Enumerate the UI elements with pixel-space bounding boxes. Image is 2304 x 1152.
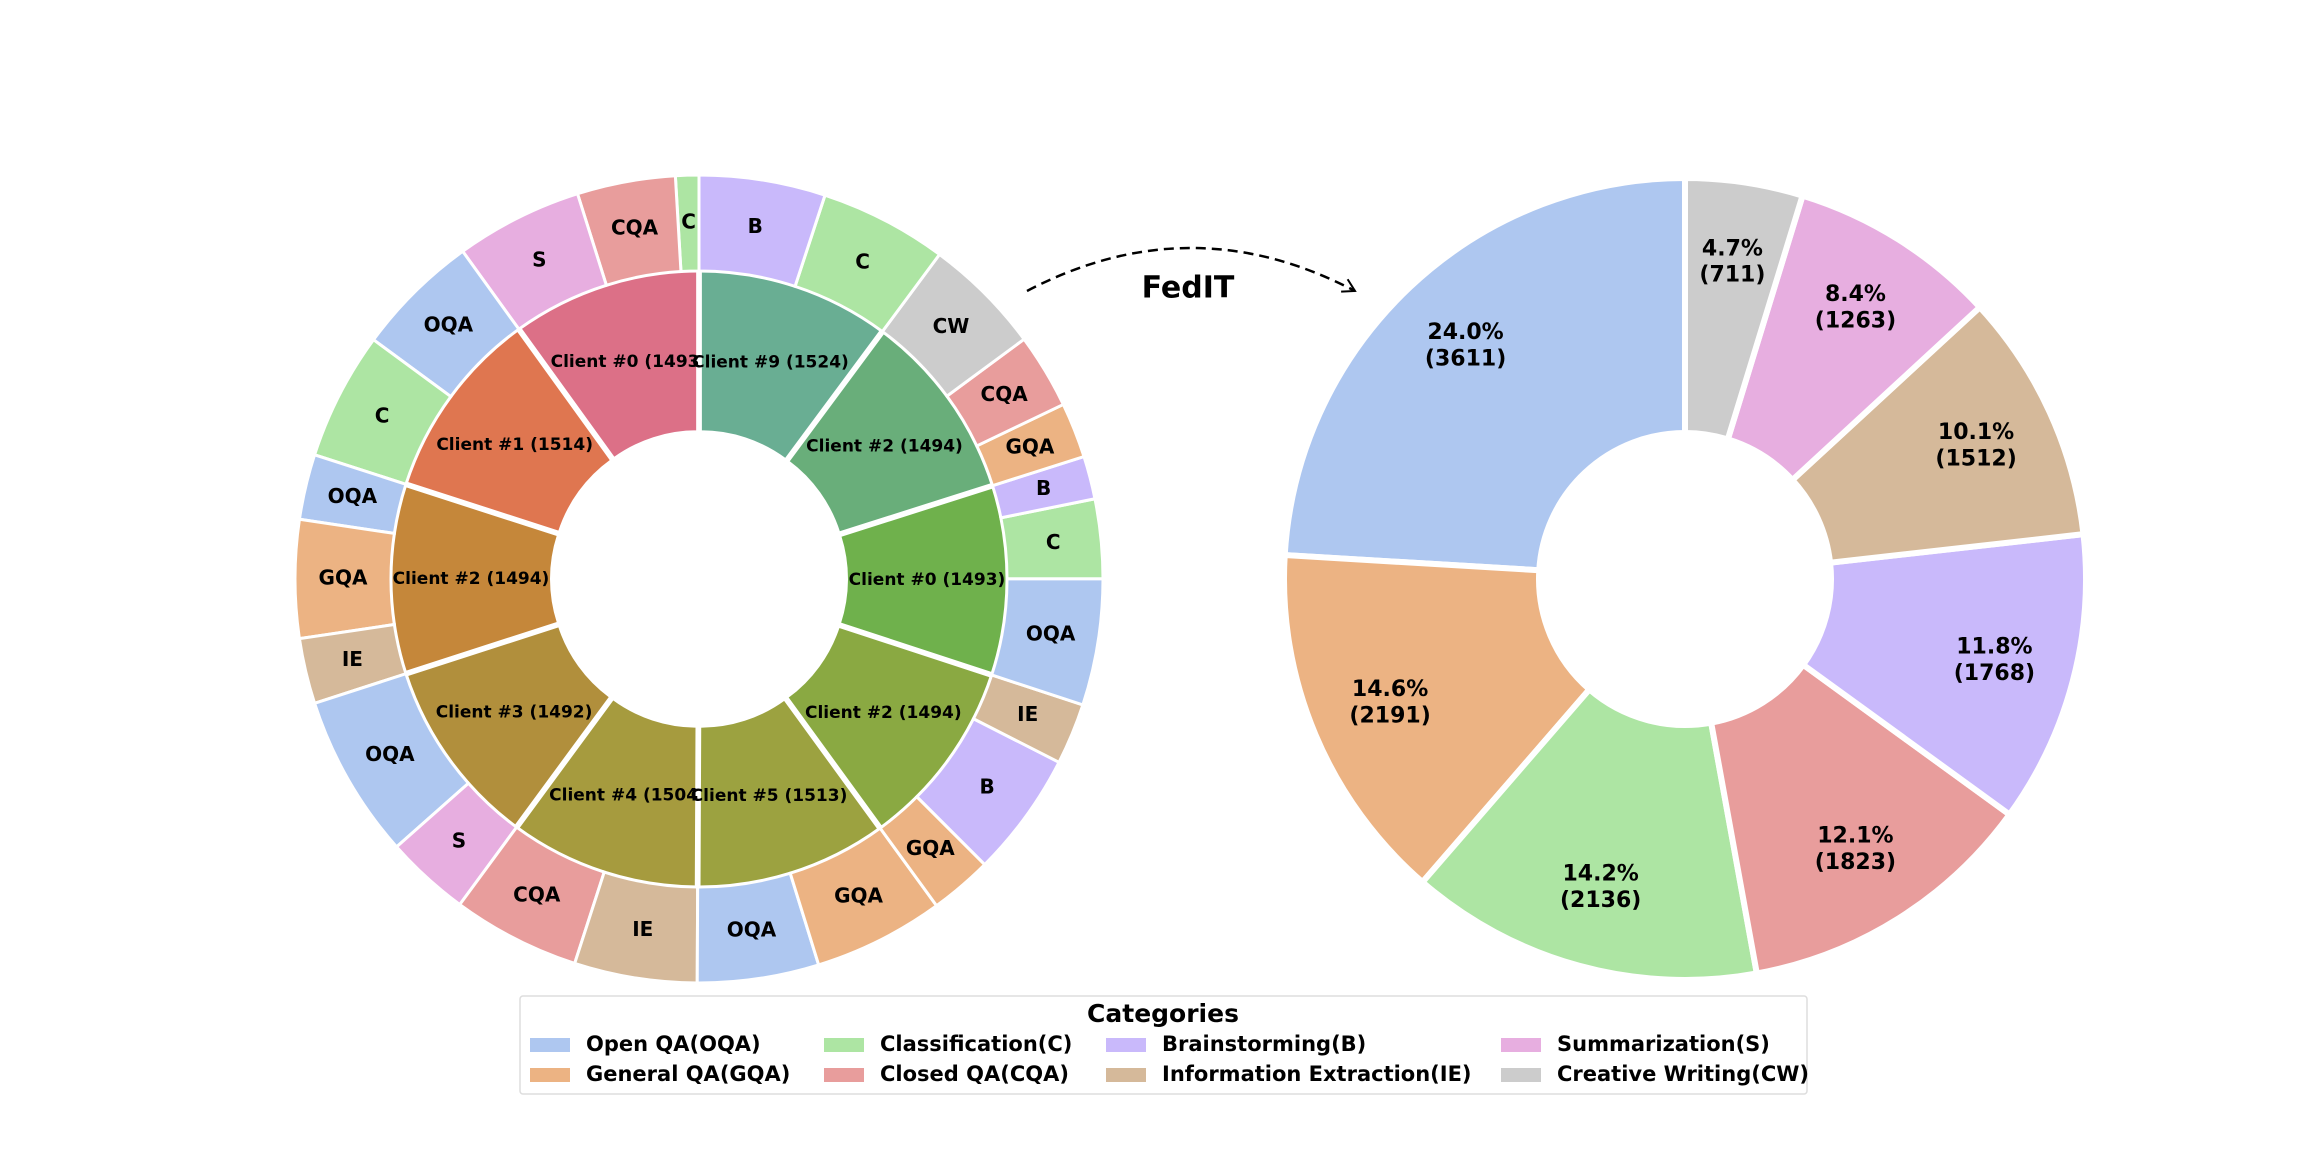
wedge bbox=[1724, 191, 1985, 485]
legend-label: Information Extraction(IE) bbox=[1162, 1062, 1472, 1086]
inner-label: Client #2 (1494) bbox=[393, 569, 550, 589]
legend-swatch bbox=[824, 1068, 864, 1082]
outer-label: IE bbox=[1017, 702, 1038, 726]
inner-label: Client #9 (1524) bbox=[692, 352, 849, 372]
legend-swatch bbox=[824, 1038, 864, 1052]
value-label: 24.0% (3611) bbox=[1425, 320, 1506, 371]
outer-label: CQA bbox=[513, 882, 561, 906]
outer-label: OQA bbox=[424, 313, 474, 337]
outer-label: IE bbox=[632, 917, 653, 941]
outer-label: CW bbox=[933, 314, 970, 338]
legend-title: Categories bbox=[1087, 999, 1239, 1028]
outer-label: CQA bbox=[611, 215, 659, 239]
outer-label: OQA bbox=[727, 918, 777, 942]
inner-label: Client #2 (1494) bbox=[805, 703, 962, 723]
inner-label: Client #1 (1514) bbox=[436, 435, 593, 455]
outer-wedge bbox=[697, 173, 827, 289]
value-label: 4.7% (711) bbox=[1699, 236, 1765, 287]
legend-swatch bbox=[530, 1068, 570, 1082]
legend-label: Brainstorming(B) bbox=[1162, 1032, 1366, 1056]
outer-label: OQA bbox=[328, 484, 378, 508]
outer-label: GQA bbox=[319, 565, 368, 589]
value-label: 12.1% (1823) bbox=[1815, 824, 1896, 875]
annotation: FedIT bbox=[1142, 271, 1235, 306]
outer-label: OQA bbox=[365, 742, 415, 766]
value-label: 11.8% (1768) bbox=[1954, 634, 2035, 685]
arrow bbox=[1026, 246, 1357, 293]
wedge bbox=[1707, 660, 2014, 978]
wedge bbox=[1682, 174, 1807, 444]
outer-label: C bbox=[681, 210, 696, 234]
outer-label: IE bbox=[342, 647, 363, 671]
legend-swatch bbox=[1501, 1068, 1541, 1082]
outer-label: B bbox=[748, 214, 763, 238]
outer-label: S bbox=[532, 247, 546, 271]
outer-label: C bbox=[855, 249, 870, 273]
inner-label: Client #0 (1493) bbox=[551, 352, 708, 372]
legend-swatch bbox=[530, 1038, 570, 1052]
wedge bbox=[1788, 302, 2087, 566]
value-label: 8.4% (1263) bbox=[1815, 282, 1896, 333]
wedge bbox=[1798, 530, 2089, 819]
outer-label: S bbox=[452, 828, 466, 852]
outer-label: C bbox=[1046, 530, 1061, 554]
inner-label: Client #0 (1493) bbox=[849, 570, 1006, 590]
outer-label: GQA bbox=[834, 884, 883, 908]
wedge bbox=[1418, 685, 1761, 983]
legend-label: Open QA(OQA) bbox=[586, 1032, 761, 1056]
legend-label: Creative Writing(CW) bbox=[1557, 1062, 1809, 1086]
value-label: 14.2% (2136) bbox=[1560, 861, 1641, 912]
inner-label: Client #5 (1513) bbox=[691, 786, 848, 806]
legend-label: Classification(C) bbox=[880, 1032, 1072, 1056]
legend-swatch bbox=[1106, 1038, 1146, 1052]
outer-label: GQA bbox=[1006, 434, 1055, 458]
outer-label: C bbox=[375, 403, 390, 427]
outer-label: B bbox=[1036, 476, 1051, 500]
inner-label: Client #2 (1494) bbox=[806, 436, 963, 456]
legend-swatch bbox=[1501, 1038, 1541, 1052]
legend-label: Summarization(S) bbox=[1557, 1032, 1770, 1056]
value-label: 14.6% (2191) bbox=[1349, 677, 1430, 728]
value-label: 10.1% (1512) bbox=[1935, 420, 2016, 471]
outer-label: OQA bbox=[1026, 622, 1076, 646]
legend-swatch bbox=[1106, 1068, 1146, 1082]
inner-label: Client #4 (1504) bbox=[549, 785, 706, 805]
outer-label: CQA bbox=[981, 382, 1029, 406]
wedge bbox=[1281, 174, 1688, 574]
outer-label: B bbox=[979, 775, 994, 799]
inner-label: Client #3 (1492) bbox=[436, 702, 593, 722]
legend-label: General QA(GQA) bbox=[586, 1062, 790, 1086]
outer-label: GQA bbox=[906, 836, 955, 860]
legend-label: Closed QA(CQA) bbox=[880, 1062, 1069, 1086]
wedge bbox=[1281, 551, 1594, 887]
